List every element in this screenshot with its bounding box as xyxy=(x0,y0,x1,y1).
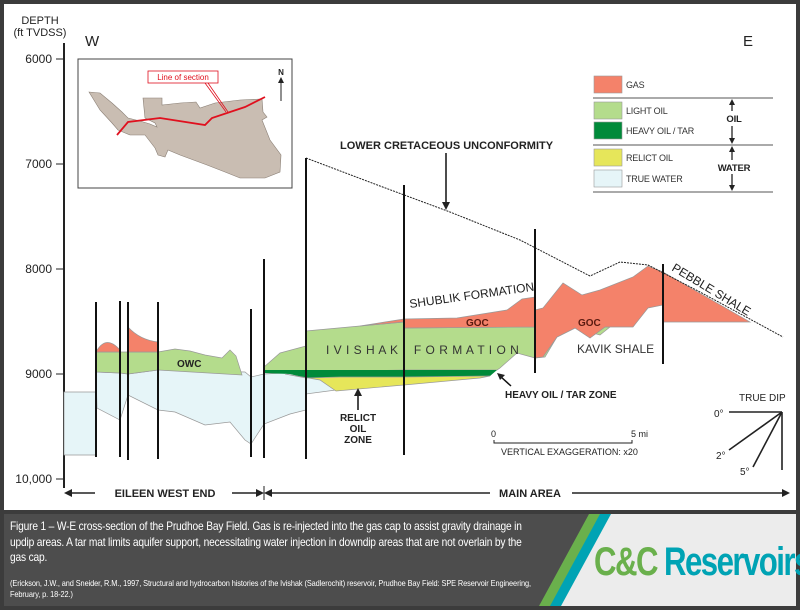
figure-reference: (Erickson, J.W., and Sneider, R.M., 1997… xyxy=(10,578,531,599)
brand-logo: C&C Reservoirs xyxy=(594,540,800,585)
caption-band: Figure 1 – W-E cross-section of the Prud… xyxy=(4,514,800,606)
true-dip-diagram: TRUE DIP 0° 2° 5° xyxy=(714,393,786,478)
logo-part2: Reservoirs xyxy=(664,540,800,584)
legend-label: TRUE WATER xyxy=(626,174,683,184)
water-group-label: WATER xyxy=(718,163,751,174)
legend-label: GAS xyxy=(626,80,645,90)
dip-angle: 0° xyxy=(714,409,724,420)
relict-oil-zone xyxy=(284,373,491,392)
axis-unit: (ft TVDSS) xyxy=(14,27,67,39)
relict-label: OIL xyxy=(350,424,367,435)
goc-label: GOC xyxy=(466,318,489,329)
tar-zone-label: HEAVY OIL / TAR ZONE xyxy=(505,390,617,401)
gas-zone xyxy=(127,326,159,353)
north-label: N xyxy=(278,68,284,77)
area-indicators: EILEEN WEST END MAIN AREA xyxy=(64,486,790,500)
location-inset-map: Line of section N xyxy=(77,58,293,189)
relict-label: RELICT xyxy=(340,413,376,424)
legend-label: LIGHT OIL xyxy=(626,106,668,116)
depth-axis: DEPTH (ft TVDSS) 6000 7000 8000 9000 10,… xyxy=(14,15,67,488)
gas-zone xyxy=(534,265,664,359)
cross-section-diagram: DEPTH (ft TVDSS) 6000 7000 8000 9000 10,… xyxy=(14,15,790,500)
scale-start: 0 xyxy=(491,429,496,439)
main-area-label: MAIN AREA xyxy=(499,488,561,500)
legend: GAS LIGHT OIL HEAVY OIL / TAR RELICT OIL… xyxy=(593,75,773,193)
dip-angle: 5° xyxy=(740,467,750,478)
light-oil-zone xyxy=(95,348,243,376)
oil-group-label: OIL xyxy=(726,114,742,125)
tick-label: 10,000 xyxy=(15,472,52,486)
brand-stripes xyxy=(539,514,796,606)
cross-section-figure: DEPTH (ft TVDSS) 6000 7000 8000 9000 10,… xyxy=(4,4,796,510)
west-label: W xyxy=(85,33,100,50)
east-label: E xyxy=(743,33,753,50)
north-arrow-icon xyxy=(278,77,284,83)
line-of-section-label: Line of section xyxy=(157,73,209,82)
scale-end: 5 mi xyxy=(631,429,648,439)
tick-label: 7000 xyxy=(25,157,52,171)
gas-zone xyxy=(95,342,121,353)
relict-label: ZONE xyxy=(344,435,372,446)
heavy-oil-zone xyxy=(264,370,497,378)
tick-label: 9000 xyxy=(25,367,52,381)
true-water-zone xyxy=(63,391,97,456)
exaggeration-label: VERTICAL EXAGGERATION: x20 xyxy=(501,447,638,457)
field-outline xyxy=(88,91,282,179)
section-line xyxy=(116,96,266,136)
kavik-label: KAVIK SHALE xyxy=(577,342,654,356)
tick-label: 6000 xyxy=(25,52,52,66)
dip-title: TRUE DIP xyxy=(739,393,786,404)
legend-label: HEAVY OIL / TAR xyxy=(626,126,695,136)
scale-bar: 0 5 mi VERTICAL EXAGGERATION: x20 xyxy=(491,429,648,457)
axis-title: DEPTH xyxy=(21,15,58,27)
tick-label: 8000 xyxy=(25,262,52,276)
figure-caption: Figure 1 – W-E cross-section of the Prud… xyxy=(10,520,522,564)
unconformity-line xyxy=(305,157,784,338)
fluid-zones xyxy=(63,265,752,456)
dip-angle: 2° xyxy=(716,451,726,462)
owc-label: OWC xyxy=(177,359,201,370)
ivishak-label: I V I S H A K F O R M A T I O N xyxy=(326,343,519,357)
legend-label: RELICT OIL xyxy=(626,153,673,163)
unconformity-label: LOWER CRETACEOUS UNCONFORMITY xyxy=(340,140,554,152)
logo-part1: C&C xyxy=(594,540,658,584)
goc-label: GOC xyxy=(578,318,601,329)
eileen-west-end-label: EILEEN WEST END xyxy=(115,488,216,500)
faults xyxy=(95,158,664,460)
